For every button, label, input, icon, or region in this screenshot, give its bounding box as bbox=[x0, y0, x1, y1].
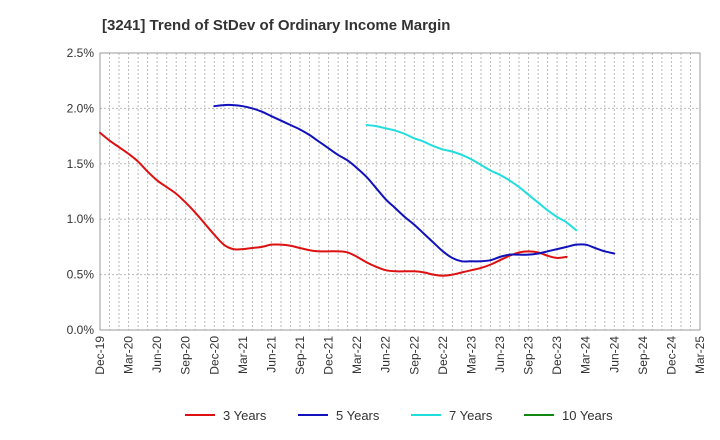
y-tick-label: 0.0% bbox=[67, 323, 95, 337]
grid bbox=[100, 53, 700, 330]
x-tick-label: Jun-23 bbox=[493, 336, 507, 373]
x-tick-label: Dec-24 bbox=[664, 336, 678, 375]
series-line-3-years bbox=[99, 131, 568, 277]
y-tick-label: 1.0% bbox=[67, 212, 95, 226]
x-tick-label: Jun-24 bbox=[607, 336, 621, 373]
x-tick-label: Mar-21 bbox=[236, 336, 250, 374]
x-tick-label: Mar-23 bbox=[464, 336, 478, 374]
x-tick-label: Sep-23 bbox=[522, 336, 536, 375]
x-tick-label: Dec-21 bbox=[322, 336, 336, 375]
x-tick-label: Dec-20 bbox=[207, 336, 221, 375]
plot-area bbox=[99, 52, 701, 331]
x-tick-label: Sep-20 bbox=[179, 336, 193, 375]
legend-label: 10 Years bbox=[562, 408, 613, 423]
x-tick-label: Mar-24 bbox=[579, 336, 593, 374]
x-tick-label: Mar-22 bbox=[350, 336, 364, 374]
x-tick-label: Sep-24 bbox=[636, 336, 650, 375]
series-lines bbox=[99, 103, 616, 277]
x-tick-label: Mar-25 bbox=[693, 336, 707, 374]
legend-label: 7 Years bbox=[449, 408, 493, 423]
series-line-7-years bbox=[365, 124, 578, 232]
x-tick-label: Dec-19 bbox=[93, 336, 107, 375]
x-tick-label: Jun-22 bbox=[379, 336, 393, 373]
series-line-5-years bbox=[213, 103, 616, 263]
chart-title: [3241] Trend of StDev of Ordinary Income… bbox=[102, 17, 450, 34]
legend-label: 5 Years bbox=[336, 408, 380, 423]
x-tick-label: Jun-21 bbox=[264, 336, 278, 373]
y-tick-label: 0.5% bbox=[67, 268, 95, 282]
y-tick-label: 2.5% bbox=[67, 46, 95, 60]
y-tick-label: 1.5% bbox=[67, 157, 95, 171]
x-axis: Dec-19 Mar-20 Jun-20 Sep-20 Dec-20 Mar-21 Jun-… bbox=[93, 336, 707, 375]
x-tick-label: Sep-21 bbox=[293, 336, 307, 375]
y-tick-label: 2.0% bbox=[67, 101, 95, 115]
x-tick-label: Sep-22 bbox=[407, 336, 421, 375]
legend-label: 3 Years bbox=[223, 408, 267, 423]
x-tick-label: Mar-20 bbox=[122, 336, 136, 374]
x-tick-label: Dec-22 bbox=[436, 336, 450, 375]
x-tick-label: Dec-23 bbox=[550, 336, 564, 375]
legend: 3 Years 5 Years 7 Years 10 Years bbox=[185, 408, 613, 423]
y-axis: 0.0% 0.5% 1.0% 1.5% 2.0% 2.5% bbox=[67, 46, 95, 337]
x-tick-label: Jun-20 bbox=[150, 336, 164, 373]
